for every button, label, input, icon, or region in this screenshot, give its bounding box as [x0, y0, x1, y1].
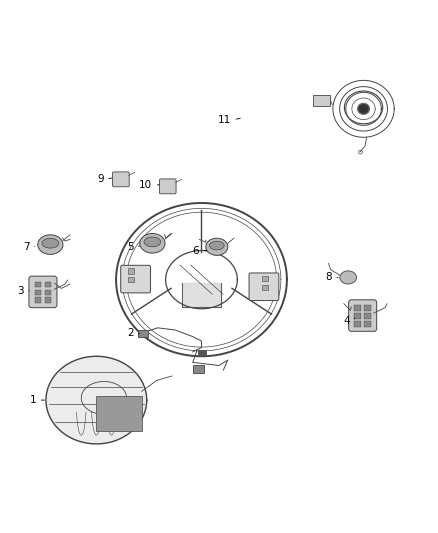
- Bar: [364, 321, 371, 327]
- Ellipse shape: [140, 233, 165, 253]
- Polygon shape: [46, 356, 147, 444]
- Text: 6: 6: [193, 246, 199, 256]
- Bar: [198, 350, 206, 356]
- FancyBboxPatch shape: [249, 273, 279, 301]
- Bar: [128, 268, 134, 273]
- Bar: [354, 305, 361, 311]
- Text: 7: 7: [23, 242, 30, 252]
- Text: 5: 5: [127, 242, 134, 252]
- Text: 9: 9: [97, 174, 104, 184]
- Bar: [313, 95, 330, 106]
- Ellipse shape: [38, 235, 63, 254]
- Ellipse shape: [42, 238, 59, 248]
- Bar: [364, 313, 371, 319]
- Bar: [364, 305, 371, 311]
- Bar: [262, 285, 268, 290]
- Bar: [354, 313, 361, 319]
- FancyBboxPatch shape: [349, 300, 377, 332]
- Text: 3: 3: [18, 286, 24, 296]
- Ellipse shape: [206, 238, 228, 255]
- Bar: [45, 297, 51, 303]
- Bar: [35, 289, 41, 295]
- Ellipse shape: [144, 237, 161, 247]
- Ellipse shape: [340, 271, 357, 284]
- Bar: [35, 281, 41, 287]
- FancyBboxPatch shape: [159, 179, 176, 194]
- Bar: [354, 321, 361, 327]
- Text: 11: 11: [218, 115, 231, 125]
- Text: 10: 10: [139, 181, 152, 190]
- Text: 4: 4: [344, 316, 350, 326]
- Bar: [262, 276, 268, 281]
- Bar: [138, 329, 148, 337]
- Bar: [193, 365, 204, 373]
- Bar: [96, 395, 142, 431]
- Bar: [45, 289, 51, 295]
- Bar: [35, 297, 41, 303]
- Text: 2: 2: [127, 328, 134, 338]
- FancyBboxPatch shape: [121, 265, 151, 293]
- Bar: [45, 281, 51, 287]
- FancyBboxPatch shape: [29, 276, 57, 308]
- Bar: [128, 277, 134, 282]
- Ellipse shape: [209, 241, 224, 250]
- Text: 8: 8: [325, 272, 332, 282]
- FancyBboxPatch shape: [113, 172, 129, 187]
- Ellipse shape: [358, 104, 369, 114]
- Text: 1: 1: [30, 395, 36, 405]
